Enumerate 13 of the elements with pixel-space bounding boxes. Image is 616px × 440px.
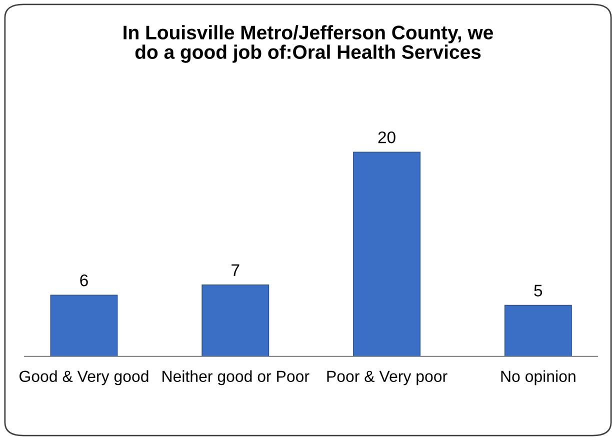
data-label: 7 [232, 264, 240, 276]
bar [504, 304, 572, 356]
data-label: 20 [378, 131, 396, 144]
x-tick-label: Poor & Very poor [327, 370, 448, 386]
bar [50, 294, 118, 356]
data-label: 6 [80, 274, 88, 286]
bar [202, 284, 270, 356]
chart-title: In Louisville Metro/Jefferson County, we do a good job of:Oral Health Services [124, 25, 494, 63]
bar [353, 152, 421, 356]
x-tick-label: Good & Very good [20, 370, 148, 386]
data-label: 5 [534, 284, 542, 296]
x-tick-label: Neither good or Poor [162, 370, 310, 386]
x-tick-label: No opinion [501, 370, 576, 386]
